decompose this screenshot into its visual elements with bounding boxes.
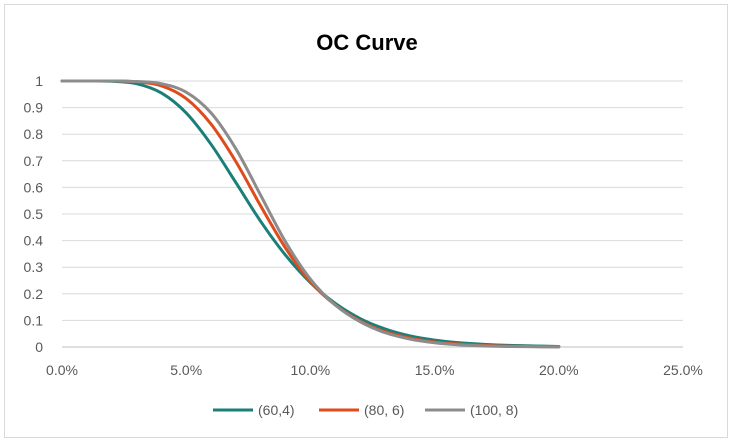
y-axis-ticks: 0 0.1 0.2 0.3 0.4 0.5 0.6 0.7 0.8 0.9 1 — [24, 73, 44, 355]
x-tick-label: 15.0% — [415, 362, 455, 378]
chart-title: OC Curve — [316, 30, 417, 55]
x-tick-label: 0.0% — [46, 362, 78, 378]
y-tick-label: 0.2 — [24, 286, 44, 302]
legend-item[interactable]: (60,4) — [213, 402, 295, 418]
y-tick-label: 0.8 — [24, 126, 44, 142]
legend-item[interactable]: (80, 6) — [319, 402, 404, 418]
y-tick-label: 0.9 — [24, 100, 44, 116]
chart-frame — [4, 4, 728, 438]
y-tick-label: 0 — [35, 339, 43, 355]
legend-label: (80, 6) — [364, 402, 404, 418]
y-tick-label: 0.5 — [24, 206, 44, 222]
y-tick-label: 0.1 — [24, 312, 44, 328]
x-tick-label: 20.0% — [539, 362, 579, 378]
gridlines — [62, 80, 683, 321]
y-tick-label: 0.7 — [24, 153, 44, 169]
legend-label: (60,4) — [258, 402, 295, 418]
x-tick-label: 25.0% — [663, 362, 703, 378]
y-tick-label: 0.4 — [24, 233, 44, 249]
legend[interactable]: (60,4) (80, 6) (100, 8) — [213, 402, 518, 418]
x-tick-label: 10.0% — [291, 362, 331, 378]
x-tick-label: 5.0% — [170, 362, 202, 378]
y-tick-label: 0.6 — [24, 179, 44, 195]
y-tick-label: 1 — [35, 73, 43, 89]
legend-item[interactable]: (100, 8) — [425, 402, 518, 418]
y-tick-label: 0.3 — [24, 259, 44, 275]
series-line-2 — [60, 79, 561, 349]
series-lines — [60, 79, 561, 349]
legend-label: (100, 8) — [470, 402, 518, 418]
x-axis-ticks: 0.0% 5.0% 10.0% 15.0% 20.0% 25.0% — [46, 362, 703, 378]
